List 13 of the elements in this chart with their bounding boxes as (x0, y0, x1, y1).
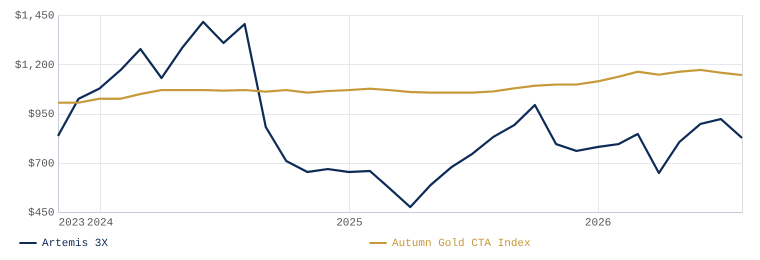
x-tick-label: 2025 (336, 218, 363, 230)
x-tick-label: 2024 (86, 218, 114, 230)
y-tick-label: $950 (28, 109, 54, 121)
line-series (56, 20, 744, 208)
y-tick-label: $1,450 (14, 10, 54, 22)
x-tick-label: 2023 (58, 218, 85, 230)
line-series (56, 68, 744, 104)
y-tick-label: $450 (28, 208, 54, 220)
legend-label: Autumn Gold CTA Index (392, 238, 532, 250)
y-tick-label: $1,200 (14, 60, 54, 72)
y-tick-label: $700 (28, 158, 54, 170)
legend-label: Artemis 3X (42, 238, 108, 250)
x-tick-label: 2026 (584, 218, 612, 230)
